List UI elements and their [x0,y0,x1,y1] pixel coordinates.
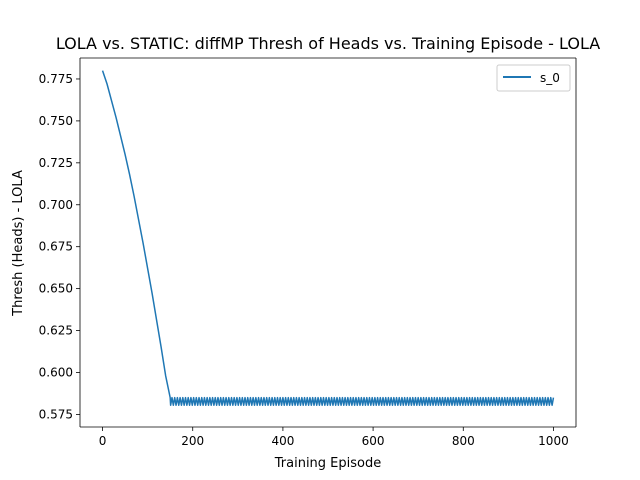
series-line-s_0 [101,70,555,406]
plot-area: 0 200 400 600 800 1000 0.575 0.600 0.625 0.650 0.6… [39,57,577,448]
y-tick-label: 0.600 [39,365,73,379]
y-tick-label: 0.725 [39,156,73,170]
chart-title: LOLA vs. STATIC: diffMP Thresh of Heads … [56,34,600,53]
y-tick-label: 0.775 [39,72,73,86]
series-layer [101,70,555,406]
ticks-layer: 0 200 400 600 800 1000 0.575 0.600 0.625 0.650 0.6… [39,72,569,448]
x-tick-label: 800 [452,434,475,448]
legend-box [496,64,571,92]
legend-label-s_0: s_0 [540,71,560,85]
y-tick-label: 0.625 [39,324,73,338]
y-tick-label: 0.700 [39,198,73,212]
x-axis-label: Training Episode [274,456,381,471]
axes-layer [79,57,577,428]
x-tick-label: 600 [362,434,385,448]
x-tick-label: 0 [99,434,107,448]
y-axis-label: Thresh (Heads) - LOLA [11,170,26,317]
y-tick-label: 0.750 [39,114,73,128]
y-tick-label: 0.575 [39,407,73,421]
x-tick-label: 400 [271,434,294,448]
x-tick-label: 200 [181,434,204,448]
x-tick-label: 1000 [538,434,569,448]
legend: s_0 [496,64,571,92]
y-tick-label: 0.650 [39,282,73,296]
y-tick-label: 0.675 [39,240,73,254]
